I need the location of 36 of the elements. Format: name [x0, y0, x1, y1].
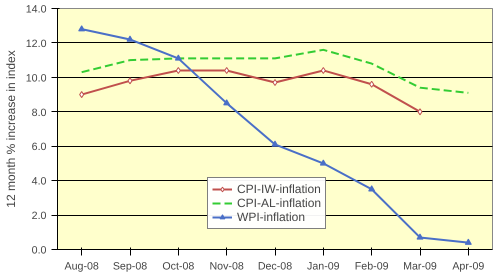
legend-label: WPI-inflation [237, 210, 306, 224]
x-tick-label: Jan-09 [307, 260, 340, 272]
point [320, 159, 327, 166]
point [78, 25, 86, 32]
x-tick-label: Dec-08 [258, 260, 292, 272]
legend-label: CPI-IW-inflation [237, 182, 321, 196]
line-series [80, 48, 470, 94]
point [223, 99, 230, 106]
y-tick-label: 6.0 [32, 141, 47, 154]
y-tick-label: 8.0 [32, 106, 47, 119]
point [369, 80, 374, 88]
legend-label: CPI-AL-inflation [237, 196, 322, 210]
point [174, 54, 182, 61]
y-tick-label: 0.0 [32, 244, 47, 256]
point [224, 66, 230, 74]
y-tick-label: 12.0 [26, 38, 47, 50]
point [320, 66, 326, 74]
point [176, 66, 181, 74]
point [368, 185, 376, 192]
point [272, 140, 278, 147]
x-tick-label: Mar-09 [403, 260, 437, 272]
y-tick-label: 2.0 [32, 210, 47, 222]
y-axis-title: 12 month % increase in index [4, 50, 18, 208]
x-tick-label: Nov-08 [209, 260, 244, 272]
point [126, 36, 134, 42]
point [79, 91, 84, 98]
x-tick-label: Apr-09 [452, 260, 484, 272]
x-tick-label: Oct-08 [162, 260, 194, 272]
y-tick-label: 10.0 [26, 72, 47, 84]
x-tick-label: Sep-08 [112, 260, 148, 272]
point [464, 238, 472, 245]
x-tick-label: Aug-08 [64, 260, 99, 272]
point [416, 233, 424, 240]
y-tick-label: 14.0 [26, 4, 47, 16]
x-tick-label: Feb-09 [354, 260, 389, 272]
y-tick-label: 4.0 [32, 176, 47, 188]
